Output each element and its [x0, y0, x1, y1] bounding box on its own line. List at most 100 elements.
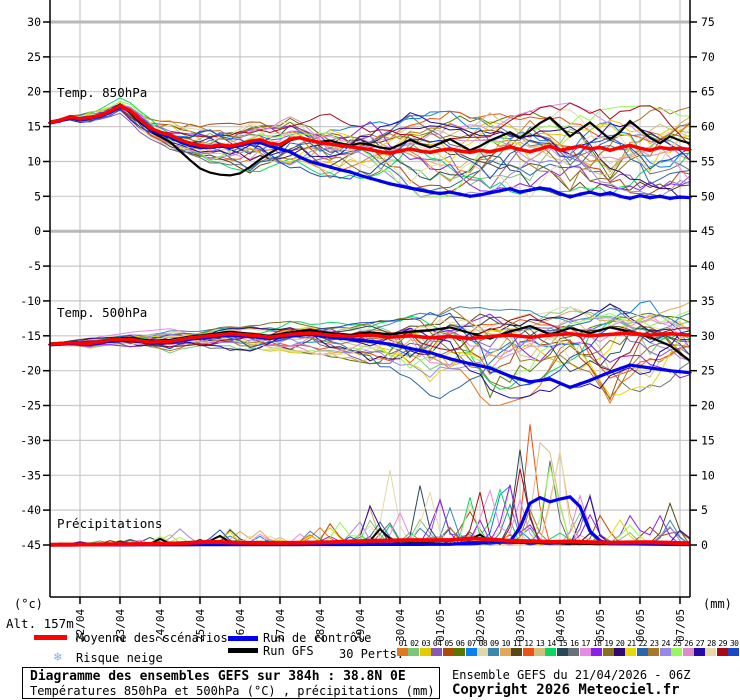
perturbation-swatch-05	[442, 648, 454, 656]
panel-title: Précipitations	[57, 516, 162, 531]
perturbation-number-14: 14	[547, 639, 556, 648]
right-axis-tick-label: 65	[701, 85, 715, 99]
run-info: Ensemble GEFS du 21/04/2026 - 06Z	[452, 668, 691, 682]
perturbation-number-15: 15	[558, 639, 568, 648]
perturbation-number-18: 18	[592, 639, 602, 648]
x-axis-date-label: 07/05	[674, 609, 687, 642]
left-axis-tick-label: 30	[27, 15, 41, 29]
left-axis-tick-label: -40	[20, 503, 41, 517]
right-axis-tick-label: 70	[701, 50, 715, 64]
diagram-subtitle: Températures 850hPa et 500hPa (°C) , pré…	[30, 684, 435, 698]
perturbation-number-11: 11	[512, 639, 522, 648]
diagram-title: Diagramme des ensembles GEFS sur 384h : …	[30, 669, 406, 684]
right-axis-tick-label: 25	[701, 364, 715, 378]
left-axis-tick-label: -10	[20, 294, 41, 308]
control-line-swatch	[228, 636, 258, 641]
perturbation-number-02: 02	[410, 639, 419, 648]
panel-title: Temp. 850hPa	[57, 85, 147, 100]
perturbation-swatch-22	[636, 648, 648, 656]
right-axis-tick-label: 0	[701, 538, 708, 552]
perturbation-number-25: 25	[672, 639, 682, 648]
gfs-line-swatch	[228, 648, 258, 653]
perturbation-number-29: 29	[718, 639, 728, 648]
x-axis-date-label: 27/04	[274, 609, 287, 642]
perturbation-swatch-21	[625, 648, 637, 656]
perturbation-swatch-26	[682, 648, 694, 656]
left-axis-tick-label: 25	[27, 50, 41, 64]
perturbation-number-22: 22	[638, 639, 648, 648]
x-axis-date-label: 01/05	[434, 609, 447, 642]
panel-title: Temp. 500hPa	[57, 305, 147, 320]
perturbation-swatch-09	[488, 648, 500, 656]
perturbation-number-26: 26	[684, 639, 693, 648]
perturbation-number-07: 07	[467, 639, 476, 648]
perturbation-swatch-06	[454, 648, 466, 656]
perturbation-number-16: 16	[569, 639, 579, 648]
x-axis-date-label: 29/04	[354, 609, 367, 642]
perturbation-number-28: 28	[707, 639, 716, 648]
perturbation-swatch-13	[534, 648, 546, 656]
perturbation-number-12: 12	[524, 639, 533, 648]
right-axis-tick-label: 45	[701, 224, 715, 238]
perturbation-swatch-30	[728, 648, 740, 656]
right-axis-tick-label: 30	[701, 329, 715, 343]
ensemble-member-line	[49, 317, 691, 379]
ensemble-member-line	[49, 105, 691, 182]
perturbation-color-key: 01 02 03 04 05 06 07 08 09 10 11 12 13 14 15 16 17 18 19 20…	[397, 639, 740, 657]
perturbation-number-27: 27	[695, 639, 705, 648]
right-axis-tick-label: 60	[701, 120, 715, 134]
left-axis-tick-label: 10	[27, 155, 41, 169]
perturbation-number-08: 08	[478, 639, 488, 648]
perturbation-number-03: 03	[421, 639, 431, 648]
perturbation-number-06: 06	[455, 639, 465, 648]
perturbation-number-05: 05	[444, 639, 453, 648]
perturbation-swatch-25	[671, 648, 683, 656]
left-axis-tick-label: -30	[20, 433, 41, 447]
ensemble-member-line	[49, 103, 691, 192]
perturbation-swatch-04	[431, 648, 443, 656]
perturbation-swatch-18	[591, 648, 603, 656]
right-axis-tick-label: 40	[701, 259, 715, 273]
left-axis-unit: (°c)	[14, 597, 43, 611]
perturbation-swatch-29	[716, 648, 728, 656]
x-axis-date-label: 30/04	[394, 609, 407, 642]
right-axis-tick-label: 10	[701, 468, 715, 482]
ensemble-member-line	[49, 100, 691, 198]
main-series-line	[49, 102, 691, 177]
perturbation-swatch-24	[659, 648, 671, 656]
altitude-label: Alt. 157m	[6, 616, 74, 631]
perturbation-number-17: 17	[581, 639, 591, 648]
right-axis-tick-label: 20	[701, 399, 715, 413]
perturbation-swatch-15	[556, 648, 568, 656]
perturbation-swatch-19	[602, 648, 614, 656]
ensemble-chart: 302520151050-5-10-15-20-25-30-35-40-4575…	[20, 0, 715, 642]
perturbation-number-09: 09	[490, 639, 499, 648]
left-axis-tick-label: 5	[34, 189, 41, 203]
legend-gfs-label: Run GFS	[263, 644, 314, 658]
copyright: Copyright 2026 Meteociel.fr	[452, 682, 680, 698]
perturbation-swatch-08	[476, 648, 488, 656]
ensemble-member-line	[49, 311, 691, 387]
diagram-info-box: Diagramme des ensembles GEFS sur 384h : …	[22, 667, 440, 699]
ensemble-member-line	[49, 460, 691, 546]
ensemble-member-line	[49, 108, 691, 176]
perturbation-number-23: 23	[649, 639, 659, 648]
x-axis-date-label: 23/04	[114, 609, 127, 642]
perturbation-swatch-01	[397, 648, 408, 656]
left-axis-tick-label: 20	[27, 85, 41, 99]
perts-count-label: 30 Perts.	[339, 647, 405, 661]
main-series-line	[49, 536, 691, 547]
right-axis-tick-label: 35	[701, 294, 715, 308]
right-axis-tick-label: 50	[701, 189, 715, 203]
legend-control-label: Run de contrôle	[263, 631, 372, 645]
perturbation-number-24: 24	[661, 639, 670, 648]
ensemble-member-line	[49, 306, 691, 399]
right-axis-tick-label: 55	[701, 155, 715, 169]
ensemble-member-line	[49, 104, 691, 198]
perturbation-number-19: 19	[604, 639, 613, 648]
perturbation-number-13: 13	[535, 639, 545, 648]
perturbation-swatch-20	[613, 648, 625, 656]
right-axis-tick-label: 75	[701, 15, 715, 29]
left-axis-tick-label: -20	[20, 364, 41, 378]
